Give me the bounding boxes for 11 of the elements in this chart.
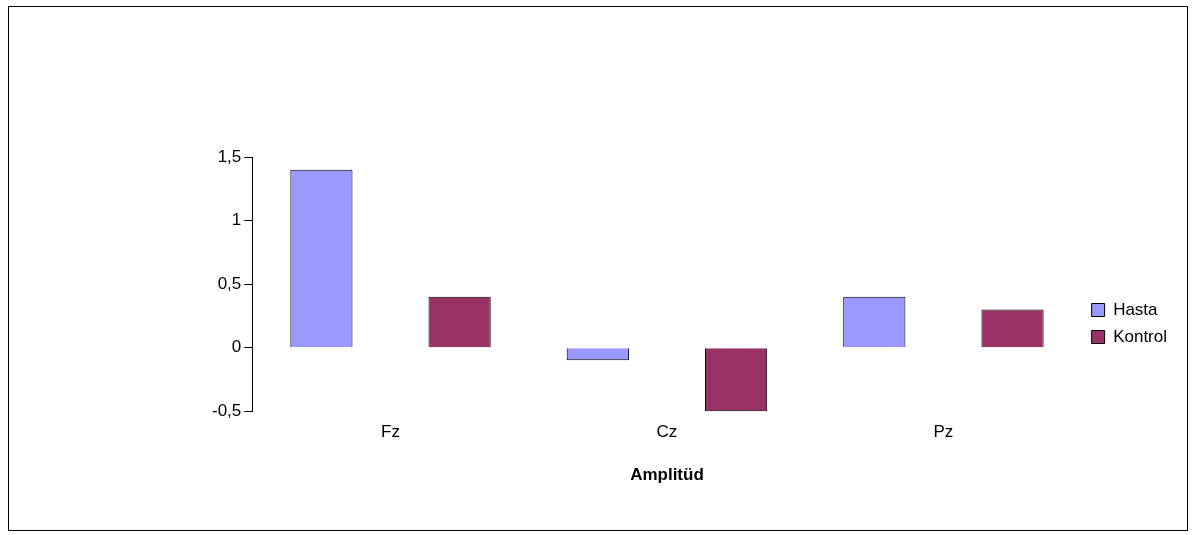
x-tick-label: Fz — [381, 422, 400, 442]
y-tick-label: -0,5 — [212, 400, 242, 420]
x-tick-label: Pz — [933, 422, 954, 442]
y-tick-label: 0 — [231, 337, 242, 357]
legend-label: Hasta — [1113, 299, 1159, 319]
y-tick-label: 1,5 — [217, 146, 242, 166]
y-tick-label: 0,5 — [217, 273, 242, 293]
x-axis-title: Amplitüd — [630, 465, 704, 485]
legend-label: Kontrol — [1113, 326, 1168, 346]
x-tick-label: Cz — [656, 422, 678, 442]
y-tick-label: 1 — [231, 210, 242, 230]
